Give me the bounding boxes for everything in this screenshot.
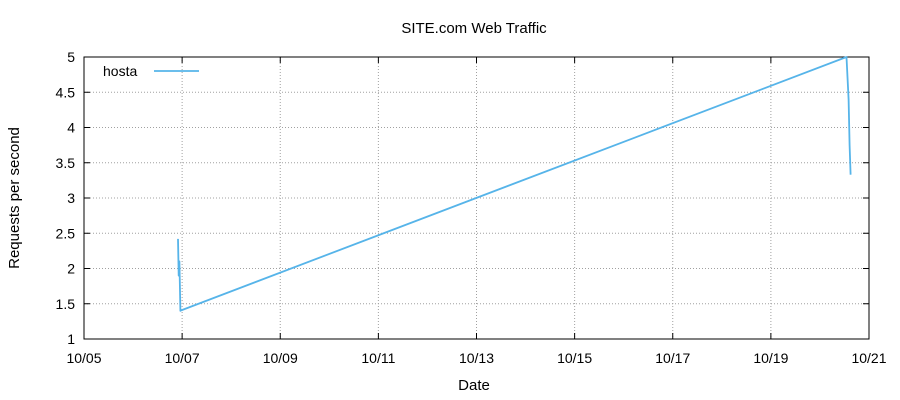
- legend: hosta: [103, 63, 199, 79]
- y-tick-label: 3.5: [56, 155, 76, 171]
- y-tick-label: 1: [67, 331, 75, 347]
- y-tick-label: 2.5: [56, 225, 76, 241]
- series-line-hosta: [177, 56, 852, 312]
- x-tick-label: 10/11: [361, 350, 395, 366]
- x-axis-title: Date: [458, 377, 490, 394]
- y-tick-label: 5: [67, 49, 75, 65]
- series-layer: [177, 56, 852, 312]
- x-tick-label: 10/09: [263, 350, 298, 366]
- y-tick-label: 4: [67, 120, 75, 136]
- x-tick-label: 10/17: [655, 350, 690, 366]
- legend-label-hosta: hosta: [103, 63, 137, 79]
- x-tick-label: 10/13: [459, 350, 494, 366]
- x-tick-label: 10/15: [557, 350, 592, 366]
- y-tick-label: 1.5: [56, 296, 76, 312]
- y-tick-label: 3: [67, 190, 75, 206]
- y-tick-label: 2: [67, 261, 75, 277]
- chart-title: SITE.com Web Traffic: [401, 20, 547, 37]
- y-axis-title: Requests per second: [6, 127, 23, 269]
- x-tick-label: 10/05: [66, 350, 101, 366]
- x-tick-label: 10/07: [165, 350, 200, 366]
- axis-ticks: 10/05 10/07 10/09 10/11 10/13 10/15 10/17 10/19…: [56, 49, 887, 366]
- y-tick-label: 4.5: [56, 84, 76, 100]
- x-tick-label: 10/19: [753, 350, 788, 366]
- x-tick-label: 10/21: [851, 350, 886, 366]
